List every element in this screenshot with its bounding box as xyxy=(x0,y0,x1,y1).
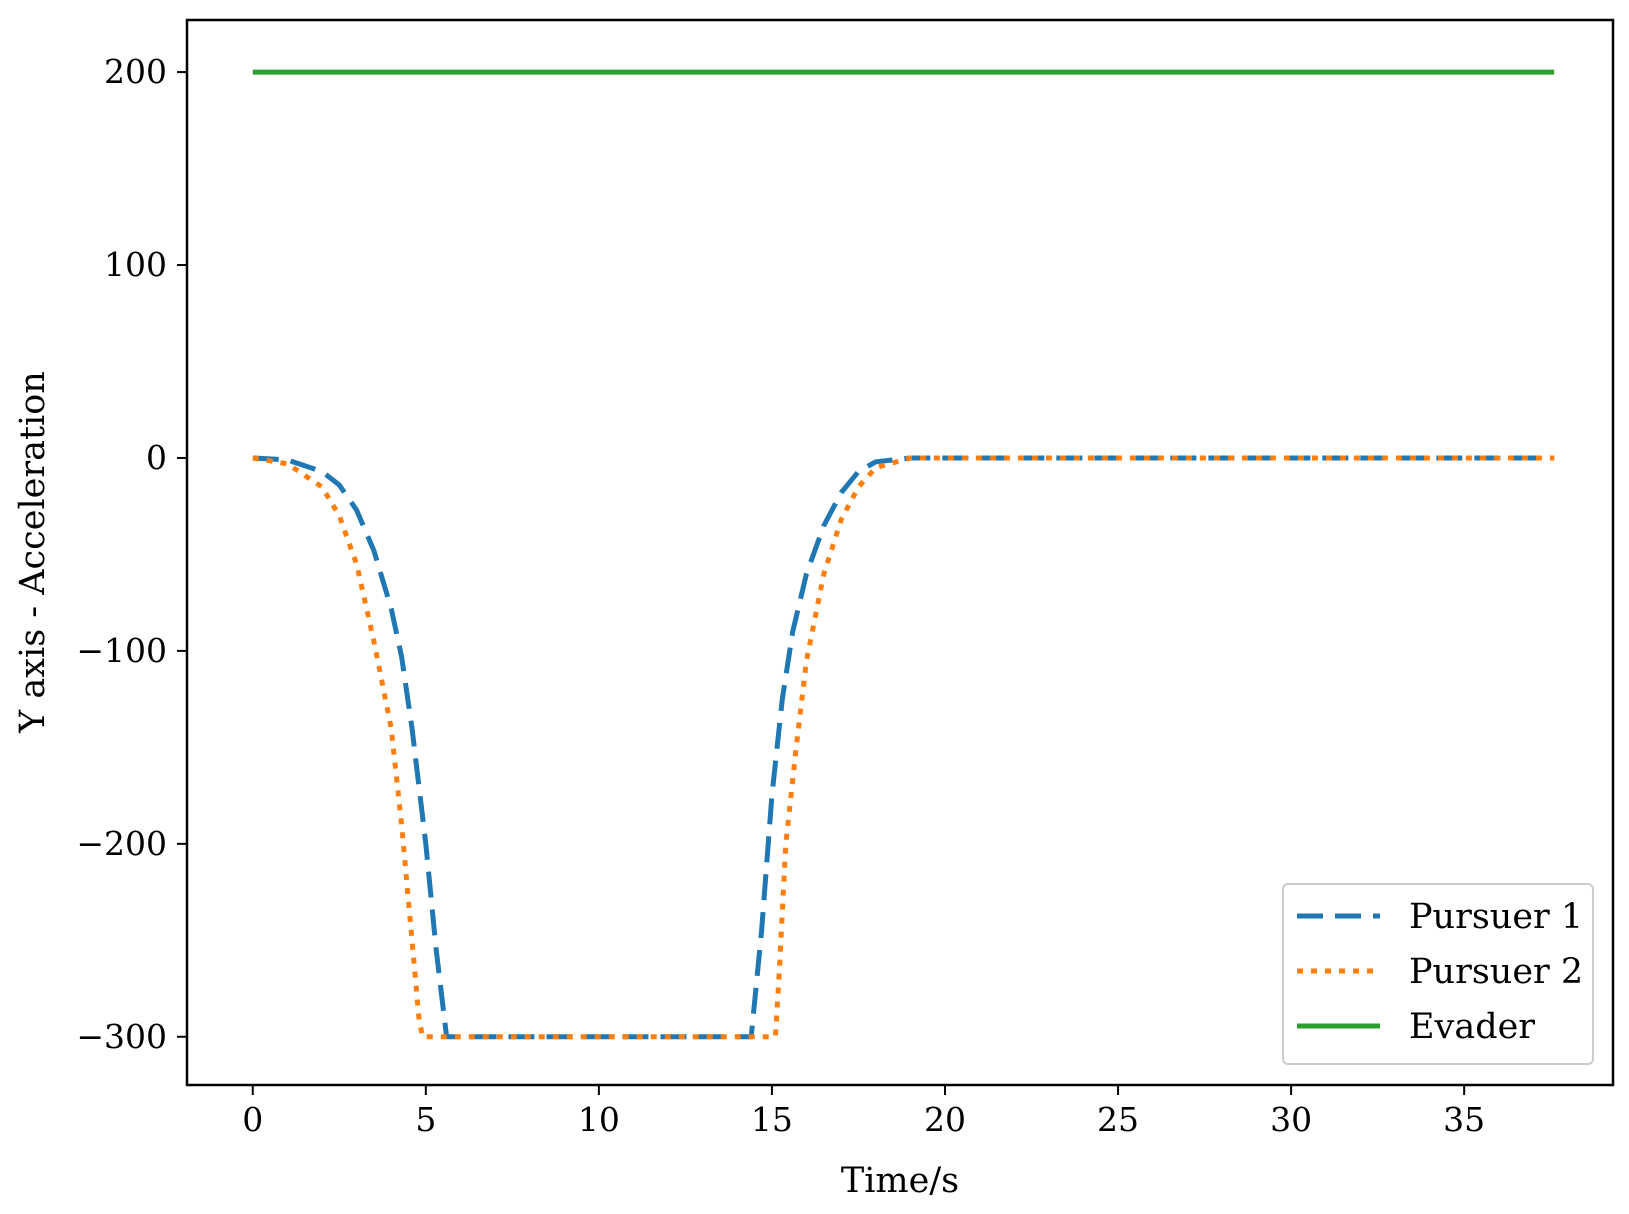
series-line-2 xyxy=(252,455,1555,1040)
x-tick-label: 20 xyxy=(924,1100,966,1139)
x-tick-label: 25 xyxy=(1097,1100,1139,1139)
y-tick-label: 200 xyxy=(104,52,167,91)
x-axis-ticks: 0 5 10 15 20 25 30 35 xyxy=(242,1085,1485,1139)
y-tick-label: 100 xyxy=(104,245,167,284)
legend-box xyxy=(1282,883,1594,1065)
legend-entries: Pursuer 1 Pursuer 2 Evader xyxy=(1297,897,1583,1047)
y-tick-label: −200 xyxy=(76,824,167,863)
y-tick-label: −300 xyxy=(76,1017,167,1056)
x-tick-label: 15 xyxy=(751,1100,793,1139)
x-axis-label: Time/s xyxy=(841,1161,959,1201)
series-layer xyxy=(252,69,1555,1040)
legend-label-1: Pursuer 1 xyxy=(1409,897,1583,937)
x-tick-label: 5 xyxy=(415,1100,436,1139)
legend: Pursuer 1 Pursuer 2 Evader xyxy=(1282,883,1594,1065)
x-tick-label: 10 xyxy=(578,1100,620,1139)
x-tick-label: 0 xyxy=(242,1100,263,1139)
y-axis-label: Y axis - Acceleration xyxy=(13,371,53,734)
y-tick-label: −100 xyxy=(76,631,167,670)
legend-label-2: Pursuer 2 xyxy=(1409,952,1583,992)
y-tick-label: 0 xyxy=(146,438,167,477)
y-axis-ticks: −300 −200 −100 0 100 200 xyxy=(76,52,187,1056)
x-tick-label: 30 xyxy=(1270,1100,1312,1139)
plot-frame xyxy=(185,18,1615,1087)
legend-label-3: Evader xyxy=(1409,1007,1535,1047)
x-tick-label: 35 xyxy=(1443,1100,1485,1139)
